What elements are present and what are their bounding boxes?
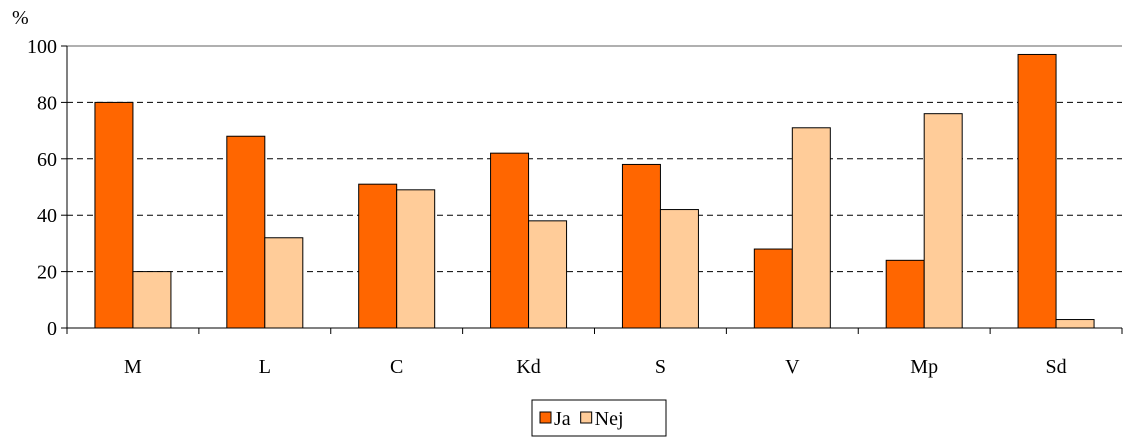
bars [95,54,1094,328]
legend-swatch-ja [540,412,551,423]
x-tick-label: L [259,356,271,378]
y-axis-label: % [12,7,29,29]
bar-ja-c [359,184,397,328]
bar-nej-mp [924,114,962,328]
bar-nej-sd [1056,320,1094,328]
legend-label-nej: Nej [595,408,624,430]
x-tick-label: M [124,356,142,378]
bar-ja-mp [886,260,924,328]
bar-nej-l [265,238,303,328]
y-tick-label: 40 [37,205,57,227]
bar-nej-m [133,272,171,328]
x-axis: M L C Kd S V Mp Sd [67,328,1122,378]
bar-ja-v [754,249,792,328]
x-tick-label: Mp [910,356,938,378]
legend-swatch-nej [581,412,592,423]
bar-ja-s [622,164,660,328]
y-axis: 0 20 40 60 80 100 [27,36,67,340]
y-tick-label: 60 [37,149,57,171]
bar-ja-sd [1018,54,1056,328]
legend-label-ja: Ja [554,408,571,430]
y-tick-label: 0 [47,318,57,340]
legend: Ja Nej [532,400,666,436]
bar-nej-s [660,210,698,328]
x-tick-label: Kd [516,356,540,378]
bar-nej-kd [529,221,567,328]
bar-ja-kd [491,153,529,328]
x-tick-label: V [785,356,800,378]
gridlines [67,46,1122,272]
x-tick-label: Sd [1046,356,1067,378]
bar-nej-v [792,128,830,328]
y-tick-label: 80 [37,92,57,114]
x-tick-label: S [655,356,666,378]
bar-ja-l [227,136,265,328]
x-tick-label: C [390,356,403,378]
bar-nej-c [397,190,435,328]
bar-ja-m [95,102,133,328]
y-tick-label: 20 [37,262,57,284]
y-tick-label: 100 [27,36,57,58]
